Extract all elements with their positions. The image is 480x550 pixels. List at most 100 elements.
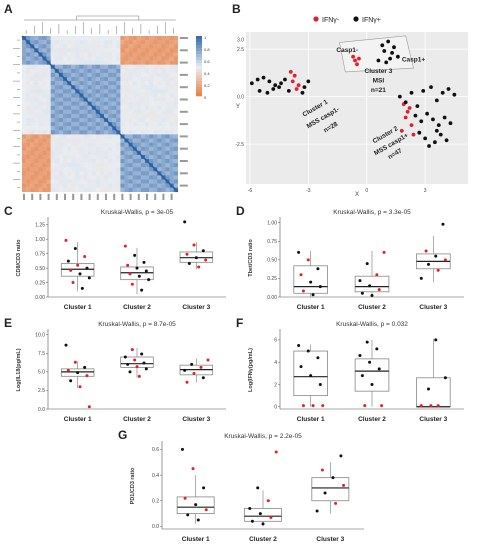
heatmap-cell	[50, 150, 55, 156]
heatmap-cell	[79, 167, 84, 172]
heatmap-cell	[91, 183, 96, 188]
heatmap-cell	[132, 118, 137, 123]
heatmap-cell	[87, 56, 92, 61]
heatmap-cell	[54, 81, 60, 86]
heatmap-cell	[145, 113, 150, 119]
point-ifng-pos	[395, 54, 400, 59]
heatmap-cell	[140, 179, 146, 184]
heatmap-cell	[132, 113, 137, 119]
heatmap-cell	[169, 109, 174, 115]
heatmap-cell	[30, 159, 35, 164]
row-label-mark	[179, 49, 188, 52]
heatmap-cell	[75, 56, 80, 61]
heatmap-cell	[58, 36, 64, 41]
heatmap-cell	[108, 118, 113, 123]
heatmap-cell	[104, 40, 109, 45]
heatmap-cell	[128, 81, 133, 86]
heatmap-cell	[34, 68, 39, 74]
heatmap-cell	[95, 89, 101, 94]
heatmap-cell	[145, 44, 150, 49]
heatmap-cell	[165, 163, 170, 168]
heatmap-cell	[149, 68, 154, 74]
heatmap-cell	[42, 126, 47, 131]
heatmap-cell	[22, 85, 27, 90]
heatmap-cell	[149, 36, 154, 41]
heatmap-cell	[91, 126, 96, 131]
legend-swatch	[196, 81, 202, 85]
heatmap-cell	[54, 179, 60, 184]
heatmap-cell	[149, 101, 154, 106]
heatmap-cell	[30, 109, 35, 115]
column-label-mark	[162, 193, 165, 200]
heatmap-cell	[173, 85, 178, 90]
heatmap-cell	[71, 60, 76, 65]
point-ifng-pos	[271, 87, 276, 91]
heatmap-cell	[132, 56, 137, 61]
heatmap-cell	[112, 183, 117, 188]
heatmap-cell	[120, 85, 125, 90]
point-ifng-pos	[452, 92, 457, 97]
heatmap-cell	[149, 154, 154, 160]
heatmap-cell	[58, 122, 64, 127]
category-label: Cluster 3	[182, 416, 210, 423]
heatmap-cell	[91, 72, 96, 78]
heatmap-cell	[145, 134, 150, 139]
heatmap-cell	[79, 36, 84, 41]
heatmap-cell	[116, 56, 121, 61]
heatmap-cell	[149, 118, 154, 123]
heatmap-cell	[124, 122, 129, 127]
heatmap-cell	[71, 167, 76, 172]
heatmap-cell	[132, 183, 137, 188]
heatmap-cell	[67, 175, 72, 180]
heatmap-cell	[95, 183, 101, 188]
heatmap-cell	[173, 52, 178, 57]
heatmap-cell	[58, 142, 64, 147]
heatmap-cell	[157, 167, 162, 172]
heatmap-cell	[149, 109, 154, 115]
heatmap-cell	[34, 105, 39, 110]
heatmap-cell	[63, 97, 68, 102]
heatmap-cell	[75, 134, 80, 139]
heatmap-cell	[161, 134, 166, 139]
y-tick-label: 0.0	[38, 407, 45, 413]
heatmap-cell	[83, 85, 88, 90]
heatmap-cell	[30, 48, 35, 53]
y-tick-label: 0.75	[35, 251, 45, 257]
heatmap-cell	[132, 44, 137, 49]
heatmap-cell	[157, 40, 162, 45]
heatmap-cell	[46, 68, 51, 74]
heatmap-cell	[58, 187, 64, 192]
heatmap-cell	[83, 118, 88, 123]
heatmap-cell	[145, 122, 150, 127]
heatmap-cell	[108, 167, 113, 172]
heatmap-cell	[83, 36, 88, 41]
heatmap-cell	[22, 142, 27, 147]
heatmap-cell	[46, 93, 51, 98]
heatmap-cell	[112, 36, 117, 41]
heatmap-cell	[108, 171, 113, 176]
boxplot-il18: Kruskal-Wallis, p = 8.7e-050.02.55.07.51…	[16, 321, 226, 423]
category-label: Cluster 2	[358, 416, 386, 423]
heatmap-cell	[67, 167, 72, 172]
point-ifng-neg	[355, 62, 359, 67]
point-ifng-pos	[427, 262, 431, 266]
heatmap-cell	[136, 159, 142, 164]
heatmap-cell	[124, 183, 129, 188]
heatmap-cell	[173, 113, 178, 119]
heatmap-cell	[157, 118, 162, 123]
heatmap-cell	[67, 159, 72, 164]
heatmap-cell	[34, 77, 39, 82]
heatmap-cell	[26, 171, 31, 176]
point-ifng-pos	[76, 371, 80, 375]
boxplot-cd8-cd3: Kruskal-Wallis, p = 3e-050.000.250.500.7…	[16, 209, 226, 311]
heatmap-cell	[38, 179, 43, 184]
heatmap-cell	[173, 81, 178, 86]
heatmap-cell	[71, 72, 76, 78]
y-tick-label: 1.00	[35, 237, 45, 243]
heatmap-cell	[30, 126, 35, 131]
heatmap-cell	[124, 64, 129, 69]
heatmap-cell	[38, 122, 43, 127]
point-ifng-pos	[201, 249, 205, 253]
point-ifng-neg	[334, 501, 338, 505]
point-ifng-pos	[380, 43, 385, 48]
